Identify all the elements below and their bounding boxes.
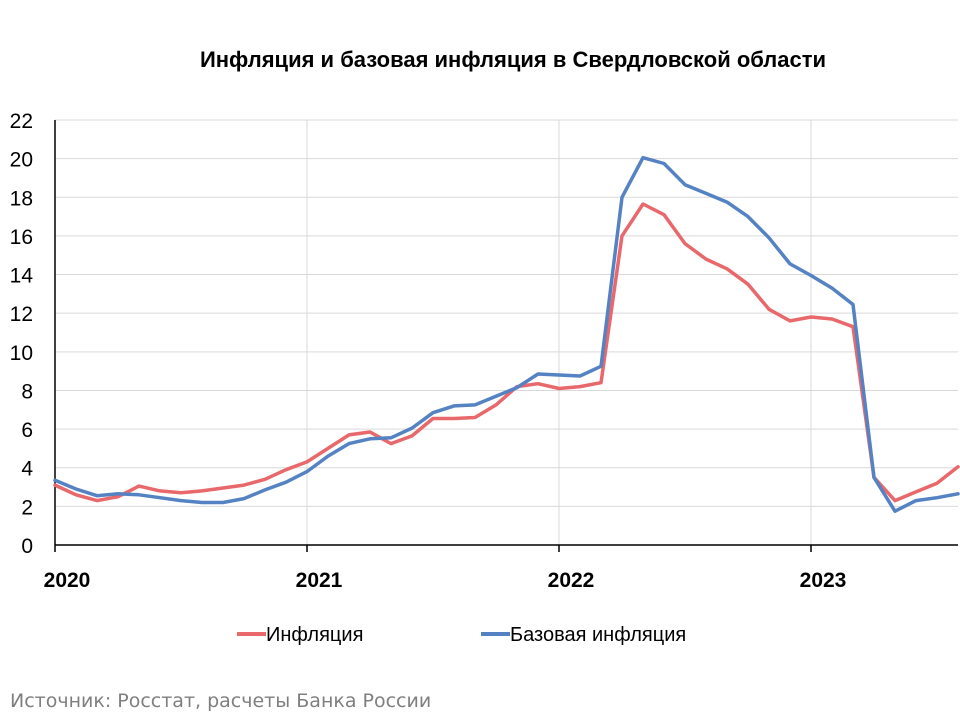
y-axis: 0 2 4 6 8 10 12 14 16 18 20 22 (10, 110, 56, 558)
y-tick-label: 4 (21, 458, 33, 481)
y-tick-label: 14 (10, 265, 34, 288)
x-tick-label: 2023 (800, 569, 847, 592)
chart-title: Инфляция и базовая инфляция в Свердловск… (200, 47, 826, 72)
legend-label: Базовая инфляция (510, 624, 686, 646)
series-line-inflation (53, 202, 960, 503)
y-tick-label: 8 (21, 380, 33, 403)
x-tick-label: 2021 (296, 569, 343, 592)
gridlines (54, 119, 958, 545)
legend-label: Инфляция (266, 624, 363, 646)
series-line-core-inflation (53, 155, 960, 513)
y-tick-label: 20 (10, 149, 33, 172)
y-tick-label: 2 (21, 496, 33, 519)
legend: Инфляция Базовая инфляция (237, 624, 686, 646)
source-note: Источник: Росстат, расчеты Банка России (10, 690, 432, 712)
y-tick-label: 22 (10, 110, 33, 133)
y-tick-label: 10 (10, 342, 33, 365)
x-axis: 2020 2021 2022 2023 (44, 544, 958, 592)
y-tick-label: 18 (10, 187, 33, 210)
y-tick-label: 12 (10, 303, 33, 326)
x-tick-label: 2022 (548, 569, 595, 592)
y-tick-label: 0 (21, 535, 33, 558)
y-tick-label: 16 (10, 226, 33, 249)
y-tick-label: 6 (21, 419, 33, 442)
series-lines (53, 155, 960, 513)
x-tick-label: 2020 (44, 569, 91, 592)
